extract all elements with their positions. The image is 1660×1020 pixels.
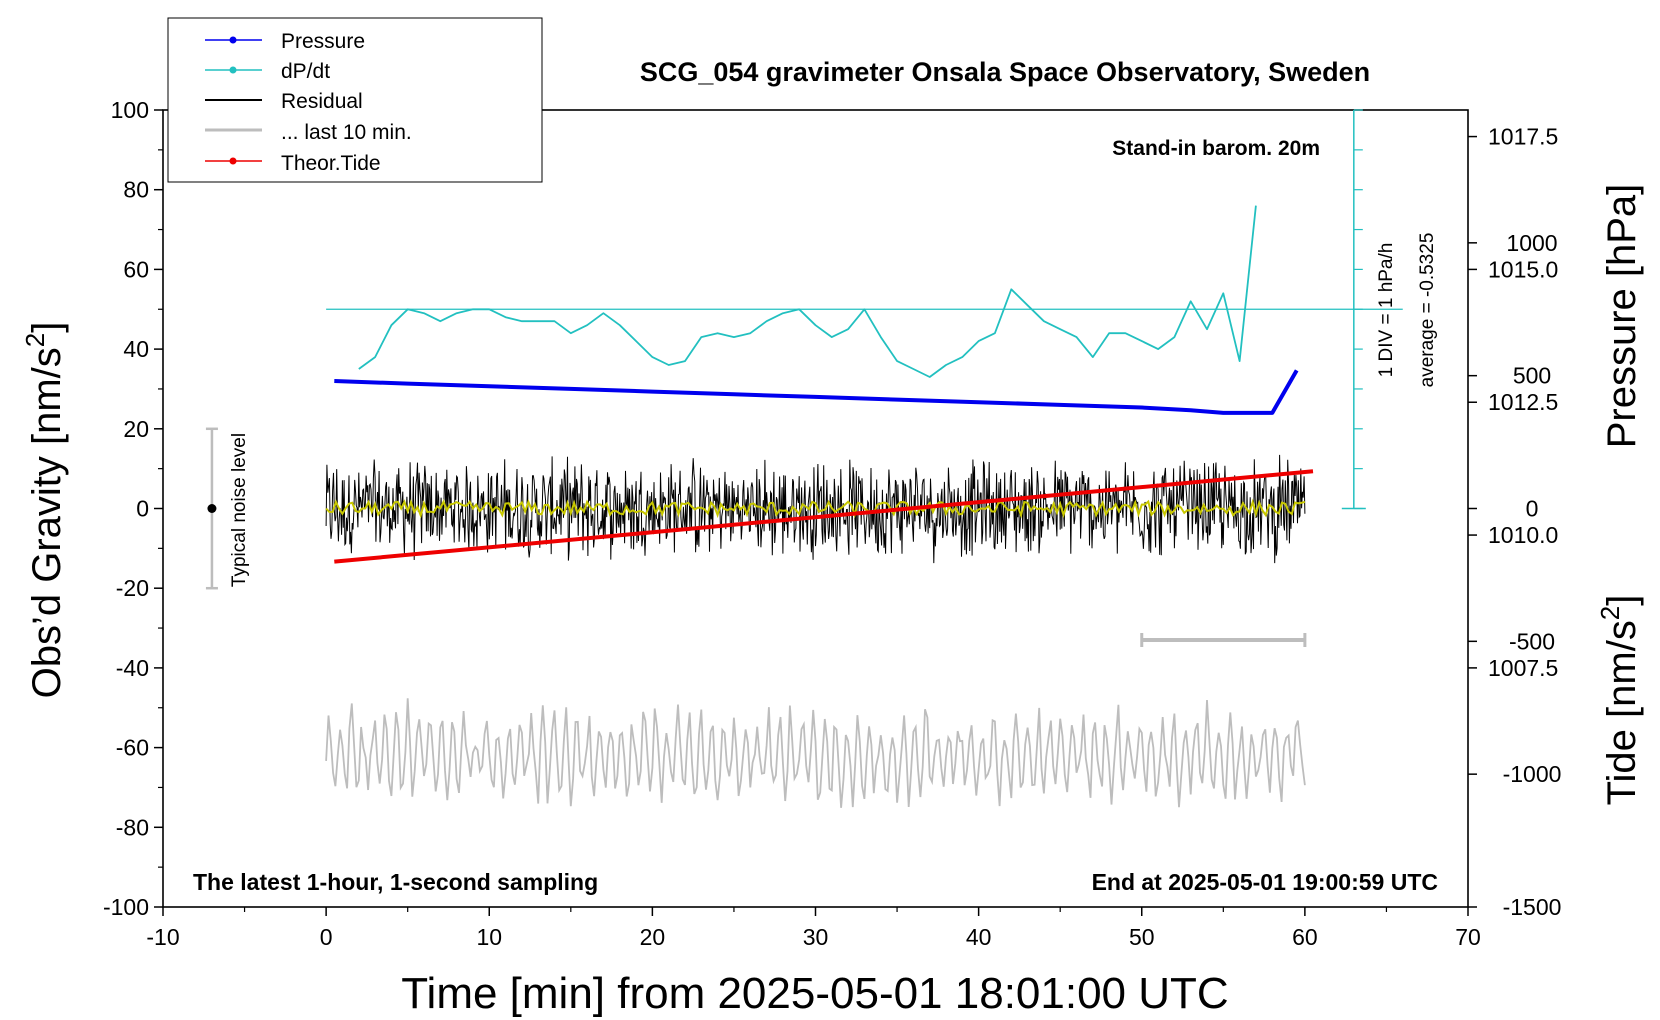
residual-series xyxy=(325,454,1306,564)
tide-tick-label: -500 xyxy=(1509,628,1555,654)
noise-annotation: Typical noise level xyxy=(229,433,250,587)
latest-annotation: The latest 1-hour, 1-second sampling xyxy=(193,869,598,895)
y-left-tick-label: -40 xyxy=(116,655,149,681)
pressure-tick-label: 1012.5 xyxy=(1488,389,1558,415)
legend-label-dpdt: dP/dt xyxy=(281,60,330,83)
x-tick-label: 40 xyxy=(966,924,992,950)
noise-bar-center-dot xyxy=(207,504,217,513)
x-tick-label: 10 xyxy=(476,924,502,950)
y-left-tick-label: 80 xyxy=(123,177,149,203)
dpdt-scale-annotation: 1 DIV = 1 hPa/h xyxy=(1376,243,1397,378)
legend-dot-dpdt xyxy=(229,66,237,74)
pressure-tick-label: 1007.5 xyxy=(1488,655,1558,681)
dpdt-average-annotation: average = -0.5325 xyxy=(1417,233,1438,388)
end-annotation: End at 2025-05-01 19:00:59 UTC xyxy=(1092,869,1438,895)
tide-tick-label: 1000 xyxy=(1506,230,1557,256)
tide-tick-label: 0 xyxy=(1526,496,1539,522)
y-left-tick-label: 60 xyxy=(123,256,149,282)
x-tick-label: 70 xyxy=(1455,924,1481,950)
x-tick-label: 0 xyxy=(320,924,333,950)
x-axis: -10 0 10 20 30 40 50 60 70 xyxy=(146,907,1481,950)
y-left-tick-label: 40 xyxy=(123,336,149,362)
legend: Pressure dP/dt Residual ... last 10 min.… xyxy=(167,17,543,183)
y-left-tick-label: -20 xyxy=(116,575,149,601)
y-axis-label-left: Obs’d Gravity [nm/s2] xyxy=(20,322,69,699)
pressure-tick-label: 1015.0 xyxy=(1488,256,1558,282)
x-tick-label: 30 xyxy=(803,924,829,950)
legend-label-last10: ... last 10 min. xyxy=(281,121,412,144)
legend-dot-pressure xyxy=(229,36,237,44)
y-left-label-close: ] xyxy=(25,322,69,333)
tide-label-base: Tide [nm/s xyxy=(1600,620,1644,805)
x-tick-label: 20 xyxy=(640,924,666,950)
tide-tick-label: -1000 xyxy=(1503,761,1562,787)
pressure-tick-label: 1010.0 xyxy=(1488,522,1558,548)
tide-tick-label: 500 xyxy=(1513,363,1551,389)
y-axis-label-pressure: Pressure [hPa] xyxy=(1600,184,1644,449)
x-axis-label: Time [min] from 2025-05-01 18:01:00 UTC xyxy=(401,969,1228,1018)
y-left-tick-label: -80 xyxy=(116,814,149,840)
stand-in-annotation: Stand-in barom. 20m xyxy=(1112,137,1320,160)
y-axis-label-tide: Tide [nm/s2] xyxy=(1595,595,1644,806)
y-left-label-sup: 2 xyxy=(20,333,50,347)
tide-tick-label: -1500 xyxy=(1503,894,1562,920)
y-left-label-base: Obs’d Gravity [nm/s xyxy=(25,347,69,698)
x-tick-label: 50 xyxy=(1129,924,1155,950)
tide-label-close: ] xyxy=(1600,595,1644,606)
pressure-tick-label: 1017.5 xyxy=(1488,124,1558,150)
legend-label-tide: Theor.Tide xyxy=(281,152,381,175)
legend-dot-tide xyxy=(229,157,237,165)
last-10-min-series xyxy=(325,698,1306,808)
y-axis-pressure: 1017.5 1015.0 1012.5 1010.0 1007.5 xyxy=(1468,124,1558,681)
residual-smoothed-series xyxy=(325,498,1306,519)
y-left-tick-label: 100 xyxy=(111,97,149,123)
x-tick-label: 60 xyxy=(1292,924,1318,950)
y-axis-left: 100 80 60 40 20 0 -20 -40 -60 -80 -100 xyxy=(103,97,163,920)
y-left-tick-label: -100 xyxy=(103,894,149,920)
y-axis-tide: 1000 500 0 -500 -1000 -1500 xyxy=(1468,230,1561,920)
y-left-tick-label: -60 xyxy=(116,735,149,761)
tide-series xyxy=(334,469,1314,564)
tide-label-sup: 2 xyxy=(1595,606,1625,620)
annotation-marks xyxy=(205,427,1307,648)
legend-label-residual: Residual xyxy=(281,90,363,113)
series-layer xyxy=(325,205,1314,808)
x-tick-label: -10 xyxy=(146,924,179,950)
y-left-tick-label: 20 xyxy=(123,416,149,442)
y-left-tick-label: 0 xyxy=(136,496,149,522)
chart-title: SCG_054 gravimeter Onsala Space Observat… xyxy=(640,57,1370,87)
pressure-series xyxy=(334,369,1299,415)
legend-label-pressure: Pressure xyxy=(281,30,365,53)
dpdt-series xyxy=(358,205,1257,378)
